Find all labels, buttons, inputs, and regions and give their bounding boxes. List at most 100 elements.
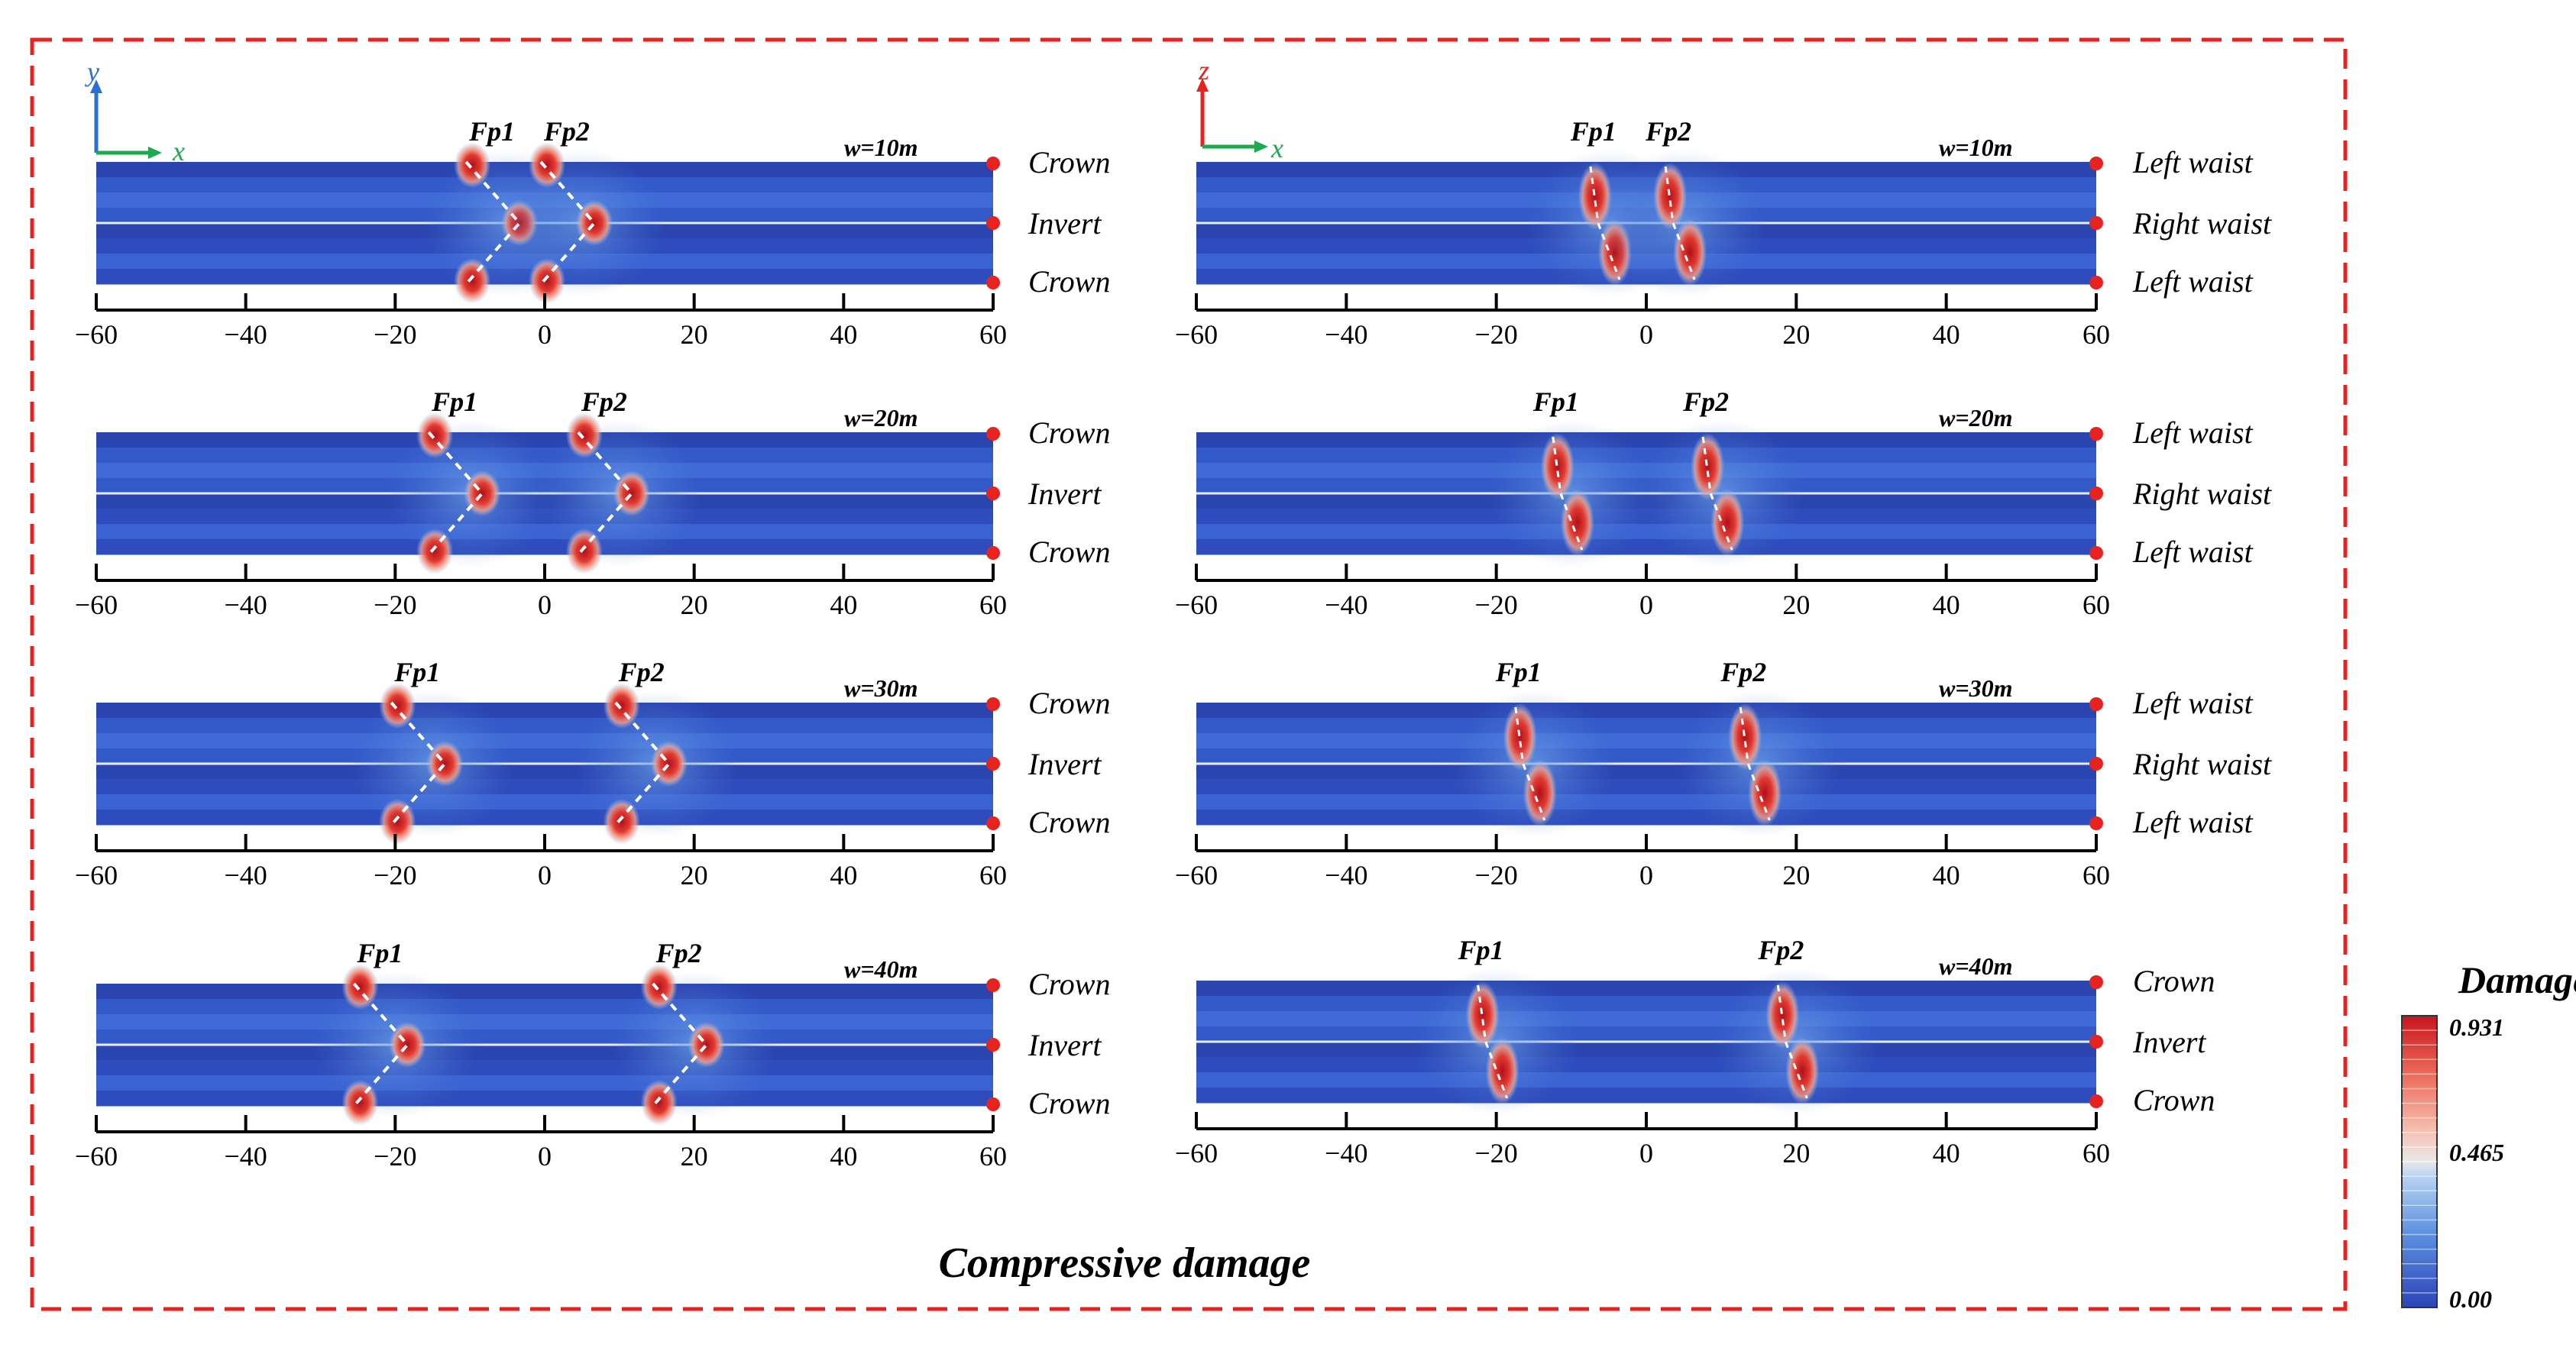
fault-label: Fp2 (581, 386, 627, 417)
boundary-marker (986, 697, 1000, 711)
contour-band (1196, 1026, 2096, 1042)
position-label: Invert (1027, 747, 1102, 781)
damage-hotspot (640, 1080, 678, 1126)
damage-hotspot (613, 470, 650, 516)
fault-damage-zone (572, 683, 741, 845)
position-label: Crown (1028, 805, 1110, 839)
contour-band (1196, 539, 2096, 555)
fault-trace (1552, 436, 1584, 551)
contour-band (96, 718, 993, 734)
axis-label-x: x (172, 136, 185, 166)
position-label: Crown (2133, 1083, 2215, 1117)
contour-band (1196, 524, 2096, 540)
x-tick-label: −20 (1475, 319, 1518, 350)
figure-frame (30, 37, 2348, 1311)
position-label: Invert (1027, 1028, 1102, 1062)
position-label: Crown (2133, 964, 2215, 998)
damage-hotspot (341, 964, 379, 1010)
boundary-marker (986, 1097, 1000, 1111)
colorbar-max: 0.931 (2449, 1013, 2504, 1041)
x-tick-label: 0 (538, 860, 552, 890)
colorbar-min: 0.00 (2449, 1285, 2492, 1313)
contour-band (96, 764, 993, 780)
damage-hotspot (1691, 432, 1725, 500)
position-label: Crown (1028, 145, 1110, 179)
x-tick-label: −20 (1475, 860, 1518, 890)
damage-hotspot (1503, 703, 1537, 771)
x-tick-label: 40 (1933, 1138, 1960, 1168)
contour-band (96, 779, 993, 795)
panel-left-4: Fp1 Fp2 Crown Invert Crown w=40m −60 −40 −20 0 20 4… (75, 938, 1111, 1172)
axis-label-x-right: x (1270, 133, 1283, 163)
fault-damage-zone (386, 412, 555, 574)
position-label: Right waist (2132, 747, 2272, 781)
boundary-marker (2089, 757, 2103, 771)
damage-hotspot (1785, 1037, 1820, 1105)
panel-right-2: Fp1 Fp2 Left waist Right waist Left waist w=2… (1175, 386, 2272, 620)
contour-band (1196, 764, 2096, 780)
damage-hotspot (1485, 1037, 1519, 1105)
boundary-marker (986, 546, 1000, 560)
x-tick-label: −40 (1325, 860, 1367, 890)
x-tick-label: 60 (979, 860, 1007, 890)
damage-hotspot (416, 412, 454, 458)
damage-hotspot (389, 1022, 426, 1068)
x-tick-label: −60 (75, 1141, 118, 1172)
boundary-marker (2089, 1035, 2103, 1049)
damage-hotspot (1653, 162, 1688, 230)
width-label: w=40m (844, 955, 917, 983)
damage-hotspot (1765, 981, 1800, 1049)
contour-band (1196, 1057, 2096, 1073)
damage-hotspot (464, 470, 501, 516)
axis-indicator-right: z x (1196, 55, 1283, 163)
fault-label: Fp2 (1757, 935, 1804, 965)
contour-band (1196, 981, 2096, 997)
x-tick-label: −60 (1175, 860, 1218, 890)
position-label: Crown (1028, 686, 1110, 720)
damage-hotspot (575, 200, 613, 246)
damage-hotspot (1728, 703, 1762, 771)
contour-band (96, 748, 993, 764)
axis-indicator-left: y x (85, 57, 185, 166)
damage-hotspot (1710, 489, 1745, 557)
x-tick-label: −40 (225, 319, 267, 350)
x-tick-label: 0 (1639, 1138, 1653, 1168)
x-tick-label: −60 (1175, 590, 1218, 620)
width-label: w=30m (844, 674, 917, 702)
contour-band (96, 432, 993, 448)
x-tick-label: −60 (75, 319, 118, 350)
tunnel-contour (1196, 690, 2096, 837)
contour-band (1196, 1072, 2096, 1088)
x-tick-label: 20 (1782, 860, 1810, 890)
fault-damage-zone (535, 412, 704, 574)
x-tick-label: 0 (1639, 319, 1653, 350)
x-tick-label: 40 (1933, 319, 1960, 350)
damage-hotspot (1748, 759, 1782, 827)
boundary-marker (986, 276, 1000, 289)
width-label: w=20m (844, 404, 917, 431)
contour-band (1196, 1042, 2096, 1058)
x-tick-label: 60 (979, 590, 1007, 620)
x-tick-label: 60 (979, 319, 1007, 350)
fault-damage-zone (1487, 420, 1655, 567)
x-tick-label: 20 (1782, 590, 1810, 620)
contour-band (1196, 1011, 2096, 1027)
fault-label: Fp1 (1570, 116, 1616, 147)
x-tick-label: 40 (1933, 860, 1960, 890)
x-tick-label: −40 (1325, 1138, 1367, 1168)
contour-band (96, 1060, 993, 1076)
x-tick-label: −20 (374, 860, 416, 890)
colorbar-title: Damagec (2458, 958, 2576, 1001)
panel-right-4: Fp1 Fp2 Crown Invert Crown w=40m −60 −40 −20 0 20 4… (1175, 935, 2215, 1168)
x-tick-label: −20 (374, 590, 416, 620)
damage-hotspot (603, 799, 640, 845)
x-tick-label: 20 (1782, 1138, 1810, 1168)
contour-band (1196, 794, 2096, 810)
boundary-marker (2089, 546, 2103, 560)
fault-damage-zone (1449, 690, 1618, 837)
damage-hotspot (1673, 218, 1707, 286)
boundary-marker (986, 757, 1000, 771)
boundary-marker (2089, 276, 2103, 289)
right-column: Fp1 Fp2 Left waist Right waist Left waist w=1… (1175, 116, 2272, 1168)
x-tick-label: 60 (2082, 1138, 2110, 1168)
